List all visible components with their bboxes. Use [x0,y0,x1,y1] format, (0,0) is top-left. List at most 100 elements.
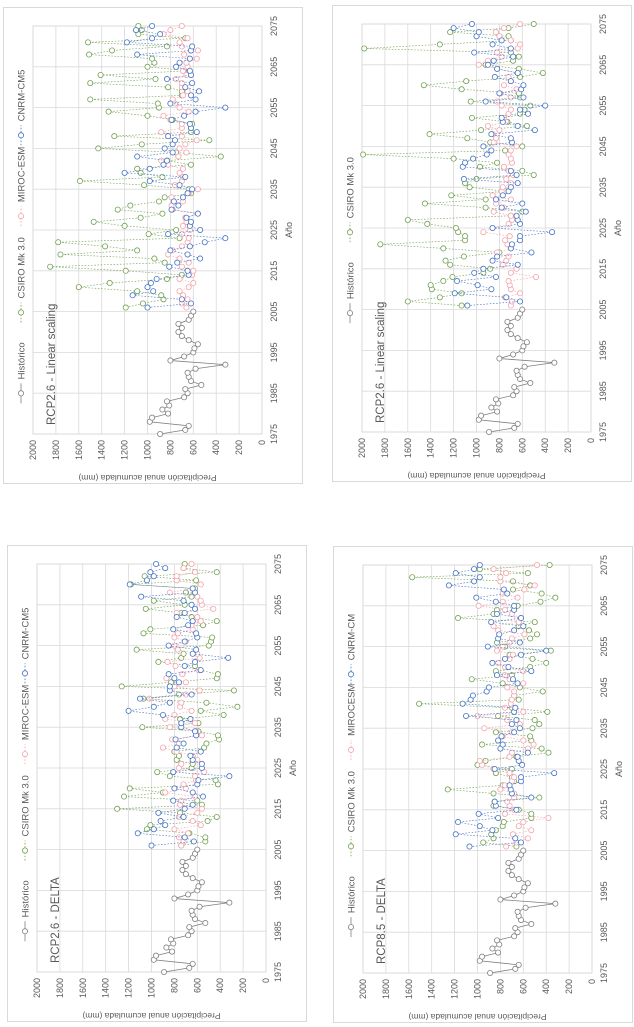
data-point-cnrm [180,813,187,820]
data-point-cnrm [507,78,514,85]
data-point-miroc [490,566,497,573]
data-point-historico [519,306,526,313]
data-point-cnrm [508,241,515,248]
data-point-csiro [114,805,121,812]
data-point-miroc [494,98,501,105]
data-point-cnrm [181,834,188,841]
data-point-cnrm [184,267,191,274]
x-tick-label: 2035 [599,718,609,738]
data-point-miroc [158,129,165,136]
x-tick-label: 1975 [269,424,279,444]
data-point-csiro [111,133,118,140]
legend-label: CNRM-CM5 [21,608,32,660]
data-point-csiro [155,658,162,665]
x-tick-label: 1975 [598,422,608,442]
data-point-cnrm [173,63,180,70]
data-point-cnrm [504,590,511,597]
data-point-cnrm [165,671,172,678]
data-point-csiro [137,214,144,221]
x-tick-label: 2005 [599,841,609,861]
data-point-cnrm [482,98,489,105]
data-point-csiro [478,127,485,134]
data-point-miroc [507,147,514,154]
data-point-miroc [184,35,191,42]
legend-marker-icon [21,670,28,677]
data-point-csiro [122,304,129,311]
data-point-cnrm [525,110,532,117]
data-point-cnrm [197,667,204,674]
data-point-cnrm [485,684,492,691]
data-point-cnrm [460,176,467,183]
data-point-csiro [114,206,121,213]
data-point-csiro [87,80,94,87]
data-point-miroc [501,672,508,679]
data-point-cnrm [468,21,475,28]
data-point-cnrm [150,573,157,580]
x-tick-label: 2065 [269,57,279,77]
data-point-miroc [162,789,169,796]
data-point-miroc [171,826,178,833]
data-point-csiro [458,86,465,93]
x-tick-label: 2025 [269,220,279,240]
x-tick-label: 2035 [598,177,608,197]
data-point-csiro [230,687,237,694]
y-tick-label: 600 [192,978,202,993]
x-tick-label: 1995 [599,881,609,901]
chart-svg: 0 200 400 600 800 1000 1200 1400 1600 1800 2000 197… [347,555,625,1022]
data-point-cnrm [150,288,157,295]
data-point-miroc [533,273,540,280]
data-point-historico [495,949,502,956]
legend-label: CNRM-CM5 [17,70,28,122]
chart-svg: 0 200 400 600 800 1000 1200 1400 1600 1800 2000 197… [17,16,295,483]
data-point-cnrm [146,165,153,172]
data-point-csiro [213,618,220,625]
data-point-historico [182,386,189,393]
legend-marker-icon [346,229,353,236]
x-tick-label: 2075 [273,554,283,574]
data-point-historico [191,345,198,352]
data-point-miroc [496,127,503,134]
data-point-csiro [175,691,182,698]
data-point-historico [521,884,528,891]
data-point-miroc [503,570,510,577]
data-point-miroc [513,143,520,150]
data-point-csiro [209,634,216,641]
data-point-csiro [202,834,209,841]
data-point-cnrm [190,838,197,845]
legend-label: Histórico [17,342,28,379]
data-point-cnrm [184,251,191,258]
data-point-cnrm [489,225,496,232]
series-cnrm [121,23,229,311]
x-tick-label: 1975 [273,962,283,982]
plot-area [361,23,592,433]
x-tick-label: 1995 [273,880,283,900]
data-point-cnrm [147,280,154,287]
data-point-miroc [173,573,180,580]
data-point-cnrm [171,137,178,144]
data-point-cnrm [511,602,518,609]
data-point-csiro [538,745,545,752]
data-point-csiro [452,225,459,232]
x-tick-label: 2015 [273,799,283,819]
data-point-historico [514,335,521,342]
x-tick-label: 2045 [269,138,279,158]
data-point-cnrm [518,615,525,622]
data-point-cnrm [157,31,164,38]
data-point-miroc [192,569,199,576]
data-point-historico [153,952,160,959]
data-point-miroc [194,47,201,54]
data-point-csiro [122,267,129,274]
x-tick-label: 2045 [598,136,608,156]
data-point-miroc [506,233,513,240]
data-point-csiro [529,725,536,732]
data-point-miroc [500,82,507,89]
x-tick-label: 2055 [273,636,283,656]
data-point-cnrm [488,131,495,138]
data-point-miroc [174,630,181,637]
chart-svg: 0 200 400 600 800 1000 1200 1400 1600 1800 2000 197… [21,554,299,1021]
data-point-historico [497,896,504,903]
legend-item-csiro: CSIRO Mk 3.0 [21,775,32,861]
data-point-csiro [152,76,159,83]
data-point-historico [478,412,485,419]
data-point-csiro [147,626,154,633]
